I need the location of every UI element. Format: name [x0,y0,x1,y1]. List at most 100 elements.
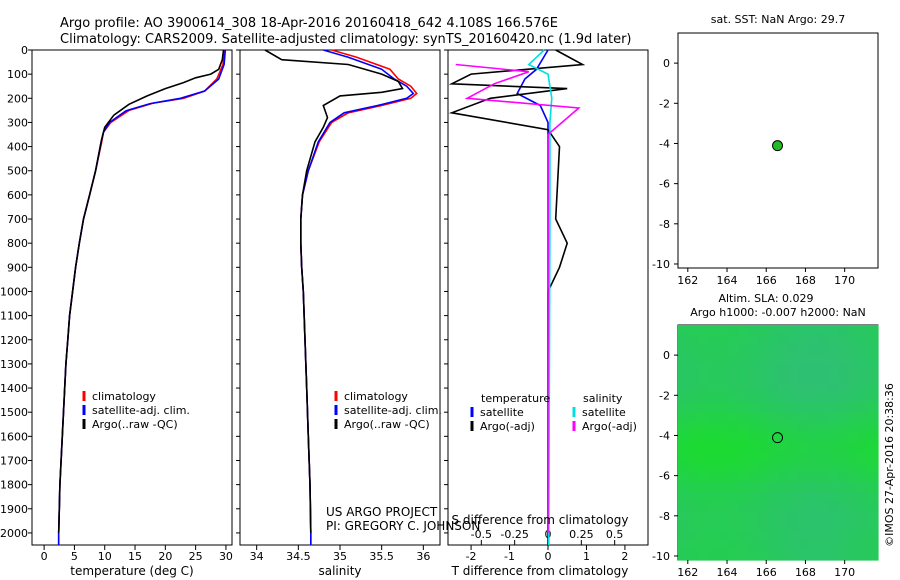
sla-heat-cell [848,393,859,404]
sst-map-title: sat. SST: NaN Argo: 29.7 [711,13,845,26]
header-line-2: Climatology: CARS2009. Satellite-adjuste… [60,32,632,47]
sla-map-ytick-label: -2 [659,389,670,402]
sla-heat-cell [808,442,819,453]
sla-heat-cell [768,403,779,414]
sla-heat-cell [768,393,779,404]
sla-heat-cell [688,364,699,375]
temperature-xtick-label: 20 [158,550,172,563]
sla-heat-cell [738,550,749,561]
sla-heat-cell [678,520,689,532]
sla-heat-cell [838,511,849,522]
sla-heat-cell [848,325,859,336]
salinity-xtick-label: 36 [416,550,430,563]
sla-heat-cell [838,442,849,453]
sla-heat-cell [808,413,819,424]
salinity-series-argo-raw-qc- [264,49,404,533]
salinity-legend-label: Argo(..raw -QC) [344,418,430,431]
sla-heat-cell [748,442,759,453]
sla-heat-cell [698,471,709,483]
sla-heat-cell [758,442,769,453]
depth-tick-label: 1300 [0,358,28,371]
sla-heat-cell [868,471,879,483]
sst-map-ytick-label: -2 [659,97,670,110]
sla-heat-cell [738,452,749,463]
sla-heat-cell [748,550,759,561]
sla-heat-cell [738,413,749,424]
sla-heat-cell [828,550,839,561]
sla-heat-cell [748,325,759,336]
sla-heat-cell [698,501,709,512]
sla-heat-cell [868,540,879,551]
sla-map-xtick-label: 162 [677,566,698,579]
sla-heat-cell [798,550,809,561]
sla-heat-cell [698,520,709,532]
sla-heat-cell [718,325,729,336]
temperature-xtick-label: 0 [41,550,48,563]
sla-heat-cell [808,334,819,346]
temperature-xtick-label: 10 [98,550,112,563]
sla-heat-cell [718,383,729,395]
sla-heat-cell [768,374,779,385]
sla-heat-cell [868,462,879,473]
sla-heat-cell [798,462,809,473]
sla-heat-cell [808,520,819,532]
sla-heat-cell [758,481,769,493]
salinity-series-satellite-adj-clim- [299,49,415,545]
sla-heat-cell [858,481,869,493]
sla-heat-cell [818,354,829,365]
sla-heat-cell [698,550,709,561]
sla-heat-cell [808,432,819,444]
sla-heat-cell [828,354,839,365]
sst-map-panel [677,32,879,269]
sla-heat-cell [858,452,869,463]
sla-heat-cell [848,374,859,385]
sla-heat-cell [728,325,739,336]
sla-heat-cell [808,364,819,375]
sla-heat-cell [718,471,729,483]
sla-heat-cell [678,491,689,502]
sla-heat-cell [708,530,719,541]
sla-heat-cell [788,530,799,541]
sla-heat-cell [728,334,739,346]
sla-heat-cell [758,491,769,502]
sla-heat-cell [858,354,869,365]
sla-heat-cell [678,422,689,434]
sla-heat-cell [798,501,809,512]
sla-heat-cell [868,501,879,512]
sla-heat-cell [798,383,809,395]
sla-heat-cell [728,491,739,502]
sla-heat-cell [718,354,729,365]
sla-heat-cell [848,540,859,551]
sst-map-xtick-label: 164 [717,274,738,287]
sla-heat-cell [768,452,779,463]
sla-heat-cell [728,462,739,473]
sla-heat-cell [778,354,789,365]
depth-tick-label: 2000 [0,527,28,540]
sla-heat-cell [818,462,829,473]
sla-heat-cell [738,344,749,355]
sla-heat-cell [768,325,779,336]
sla-heat-cell [758,550,769,561]
temperature-xtick-label: 25 [189,550,203,563]
sla-heat-cell [738,334,749,346]
sla-heat-cell [678,550,689,561]
sla-heat-cell [738,511,749,522]
sla-heat-cell [788,442,799,453]
sla-heat-cell [758,511,769,522]
sla-heat-cell [818,501,829,512]
sla-heat-cell [678,530,689,541]
sla-heat-cell [818,530,829,541]
sla-heat-cell [708,520,719,532]
sla-heat-cell [698,452,709,463]
sla-heat-cell [778,501,789,512]
sla-heat-cell [708,540,719,551]
header-line-1: Argo profile: AO 3900614_308 18-Apr-2016… [60,16,558,31]
sla-heat-cell [748,374,759,385]
sla-heat-cell [748,452,759,463]
sst-map-xtick-label: 168 [795,274,816,287]
sla-heat-cell [778,462,789,473]
sla-heat-cell [698,540,709,551]
sla-heat-cell [748,501,759,512]
sla-heat-cell [858,511,869,522]
sla-heat-cell [848,491,859,502]
